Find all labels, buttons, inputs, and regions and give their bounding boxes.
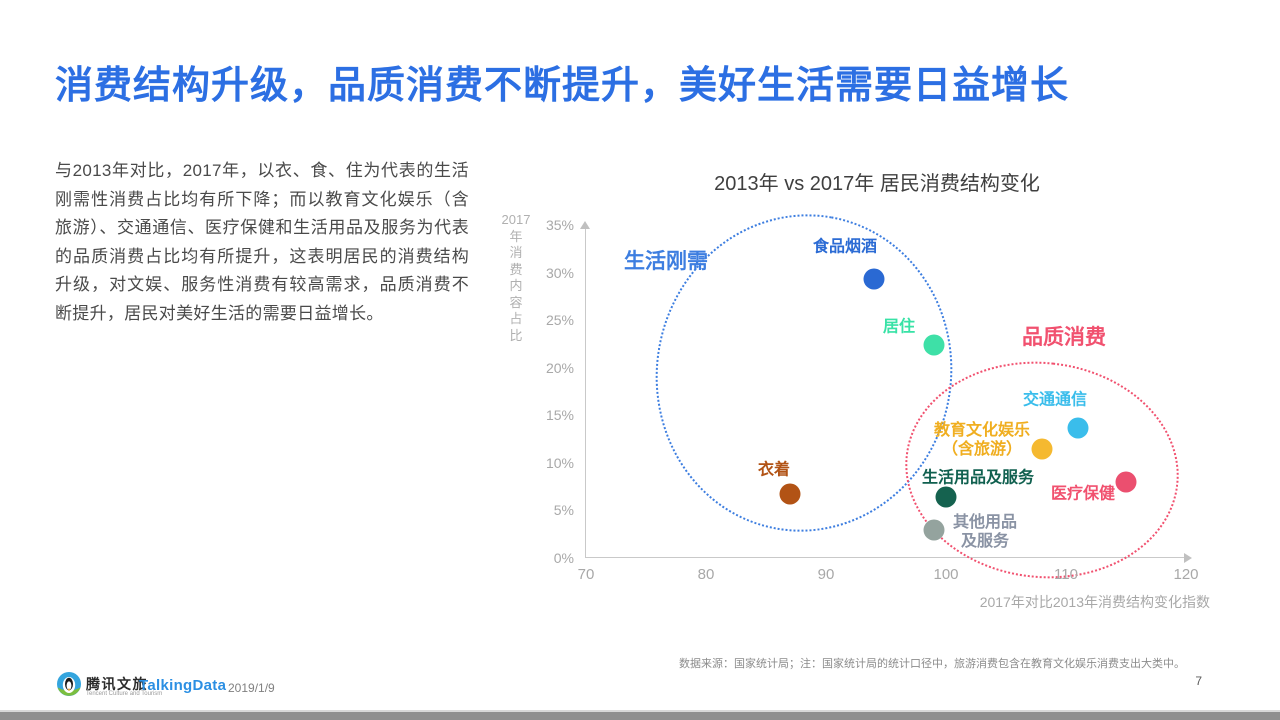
brand-tencent-wenlv: 腾讯文旅 — [86, 676, 148, 692]
x-tick-label: 100 — [933, 566, 959, 583]
brand-tencent-wenlv-sub: Tencent Culture and Tourism — [86, 691, 163, 697]
x-tick-label: 80 — [697, 566, 715, 583]
x-axis-label: 2017年对比2013年消费结构变化指数 — [979, 594, 1210, 610]
data-point-food-tobacco — [863, 268, 885, 290]
bottom-divider-line — [0, 710, 1280, 712]
data-point-other-goods — [923, 519, 945, 541]
group-label-quality: 品质消费 — [1022, 326, 1106, 349]
data-point-label-edu-culture-leisure: 教育文化娱乐 （含旅游） — [933, 421, 1031, 458]
y-tick-label: 0% — [553, 550, 574, 566]
y-tick-label: 5% — [553, 502, 574, 519]
x-tick-label: 120 — [1173, 566, 1199, 583]
slide-date: 2019/1/9 — [228, 681, 275, 695]
tencent-culture-tourism-logo-icon — [57, 672, 81, 696]
x-axis — [585, 557, 1185, 558]
data-point-clothing — [779, 483, 801, 505]
data-point-label-daily-goods: 生活用品及服务 — [921, 469, 1035, 487]
x-tick-label: 70 — [577, 566, 595, 583]
data-point-label-other-goods: 其他用品 及服务 — [952, 514, 1018, 551]
x-tick-label: 110 — [1054, 566, 1078, 583]
y-tick-label: 10% — [545, 454, 574, 471]
data-point-label-housing: 居住 — [882, 318, 916, 336]
chart-title: 2013年 vs 2017年 居民消费结构变化 — [714, 173, 1040, 195]
y-axis-label: 2017 年 消 费 内 容 占 比 — [501, 212, 531, 343]
brand-talkingdata: TalkingData — [139, 677, 227, 694]
y-tick-label: 25% — [545, 312, 574, 329]
x-tick-label: 90 — [817, 566, 835, 583]
body-paragraph: 与2013年对比，2017年，以衣、食、住为代表的生活刚需性消费占比均有所下降；… — [55, 161, 469, 323]
data-point-housing — [923, 334, 945, 356]
y-tick-label: 15% — [545, 407, 574, 424]
data-point-healthcare — [1115, 471, 1137, 493]
y-axis — [585, 228, 586, 558]
data-point-label-food-tobacco: 食品烟酒 — [812, 238, 878, 256]
x-axis-arrow-icon — [1184, 553, 1192, 563]
y-axis-arrow-icon — [580, 221, 590, 229]
bottom-bar — [0, 712, 1280, 720]
data-point-transport-comm — [1067, 417, 1089, 439]
data-point-label-healthcare: 医疗保健 — [1050, 485, 1116, 503]
data-point-label-clothing: 衣着 — [757, 461, 791, 479]
page-number: 7 — [1195, 674, 1202, 688]
y-tick-label: 35% — [545, 217, 574, 233]
group-label-essentials: 生活刚需 — [624, 250, 708, 273]
data-point-edu-culture-leisure — [1031, 438, 1053, 460]
slide-title: 消费结构升级，品质消费不断提升，美好生活需要日益增长 — [55, 65, 1070, 107]
data-source-note: 数据来源：国家统计局；注：国家统计局的统计口径中，旅游消费包含在教育文化娱乐消费… — [679, 658, 1185, 670]
data-point-daily-goods — [935, 486, 957, 508]
data-point-label-transport-comm: 交通通信 — [1022, 391, 1088, 409]
y-tick-label: 30% — [545, 264, 574, 281]
y-tick-label: 20% — [545, 359, 574, 376]
